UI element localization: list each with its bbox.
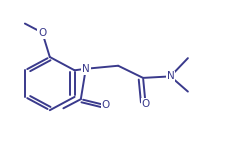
- Text: N: N: [82, 64, 90, 74]
- Text: O: O: [102, 100, 110, 110]
- Text: O: O: [38, 28, 47, 38]
- Text: O: O: [141, 99, 150, 109]
- Text: N: N: [167, 71, 174, 81]
